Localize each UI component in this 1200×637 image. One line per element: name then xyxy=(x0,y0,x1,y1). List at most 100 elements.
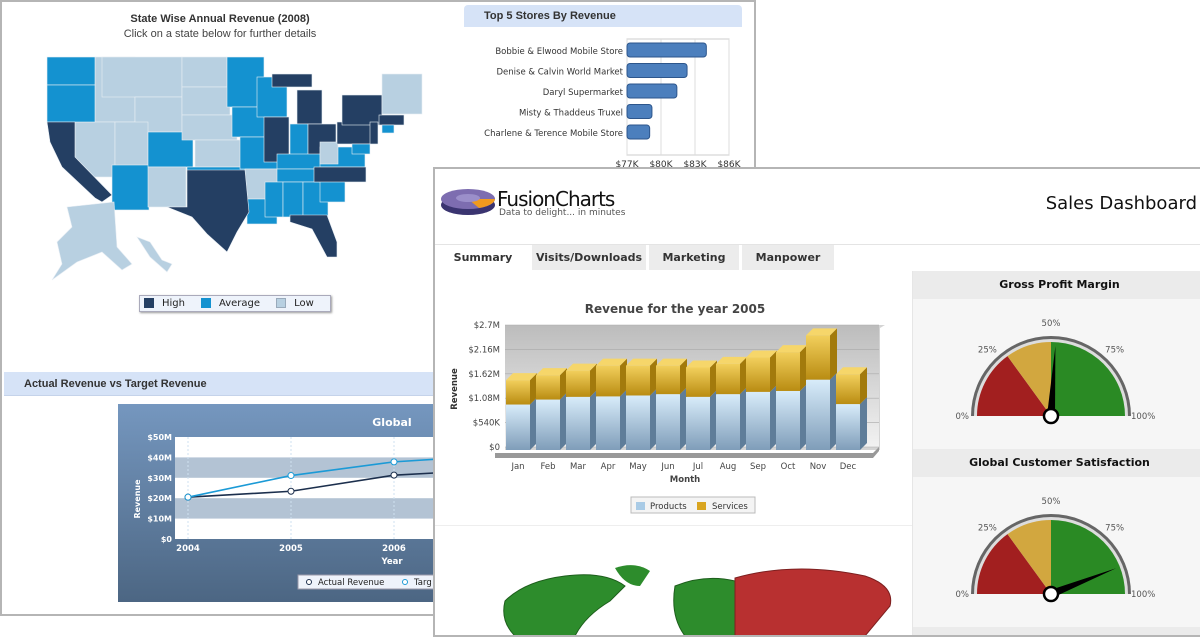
gauge-tick-label: 75% xyxy=(1105,345,1124,355)
continent-greenland xyxy=(615,565,650,586)
tab-visits-downloads[interactable]: Visits/Downloads xyxy=(532,245,646,270)
bar-products-side xyxy=(650,388,657,450)
bar-products-side xyxy=(860,397,867,450)
x-tick-label: 2004 xyxy=(176,544,200,554)
bar-products xyxy=(596,396,620,450)
bar-products xyxy=(506,404,530,450)
state-region xyxy=(101,56,183,98)
bar-services xyxy=(656,365,680,395)
state-region xyxy=(319,141,339,165)
state-region xyxy=(46,84,96,123)
legend-label: Average xyxy=(218,298,261,309)
state-region xyxy=(111,164,150,211)
legend-marker xyxy=(306,579,312,585)
y-tick-label: $0 xyxy=(161,535,173,544)
x-tick-label: $83K xyxy=(683,160,707,167)
bar-services-side xyxy=(680,358,687,395)
gauge-tick-label: 50% xyxy=(1042,319,1061,329)
bar-services xyxy=(806,335,830,380)
bar-products-side xyxy=(800,383,807,450)
legend-services: Services xyxy=(712,502,748,512)
bar-services-top xyxy=(716,356,747,364)
bar-products xyxy=(746,391,770,450)
bar-services-top xyxy=(566,363,597,371)
state-region xyxy=(378,114,405,126)
y-tick-label: $0 xyxy=(489,443,500,453)
state-region xyxy=(351,143,371,155)
y-axis-label: Revenue xyxy=(450,368,460,410)
line-chart-box: Global $0 $10M $20M $30M $40M $50M 2004 2005 2006… xyxy=(118,404,498,602)
logo-tagline: Data to delight... in minutes xyxy=(499,208,626,218)
y-tick-label: $30M xyxy=(147,474,172,483)
gauge-tick-label: 50% xyxy=(1042,497,1061,507)
x-tick-label: 2006 xyxy=(382,544,406,554)
x-tick-label: Jul xyxy=(692,462,703,472)
legend-low: Low xyxy=(276,298,314,309)
bar-services-top xyxy=(536,368,567,376)
bar-services-side xyxy=(650,358,657,396)
gauge-title: Global Customer Satisfaction xyxy=(913,449,1200,477)
bar-services-side xyxy=(860,367,867,405)
bar-services xyxy=(626,365,650,396)
tab-manpower[interactable]: Manpower xyxy=(742,245,834,270)
us-map[interactable] xyxy=(2,2,442,292)
legend-label: High xyxy=(162,298,185,309)
state-region xyxy=(46,56,96,86)
data-point xyxy=(287,487,295,495)
top5-title: Top 5 Stores By Revenue xyxy=(464,5,742,27)
category-label: Daryl Supermarket xyxy=(543,88,624,98)
bar-services-side xyxy=(770,350,777,392)
chart-title: Global xyxy=(372,416,411,429)
fusioncharts-logo-icon xyxy=(441,189,495,215)
bar-services-top xyxy=(626,358,657,366)
gauge-band xyxy=(1051,520,1125,594)
revenue-2005-chart: Revenue for the year 2005 $0 $540K $1.08M $1… xyxy=(450,302,885,514)
gauge-title-partial xyxy=(913,627,1200,635)
state-region xyxy=(296,89,323,125)
x-tick-label: Oct xyxy=(781,462,796,472)
bar-services xyxy=(746,357,770,392)
legend-target: Targ xyxy=(413,578,432,588)
bar-products-side xyxy=(530,397,537,450)
bar-products-side xyxy=(830,372,837,450)
bar-services xyxy=(566,370,590,397)
bar-products-side xyxy=(560,392,567,450)
y-tick-label: $50M xyxy=(147,433,172,442)
bar-products xyxy=(656,394,680,450)
bar-products xyxy=(536,399,560,450)
continent-asia xyxy=(734,568,892,635)
bar-products-side xyxy=(740,387,747,450)
gauge-needle xyxy=(1049,568,1117,598)
bar xyxy=(626,104,653,119)
bar-services xyxy=(536,375,560,400)
tab-marketing[interactable]: Marketing xyxy=(649,245,739,270)
bar-services-side xyxy=(590,363,597,397)
bar-services xyxy=(596,365,620,397)
bar xyxy=(626,42,707,58)
top5-stores-widget: Top 5 Stores By Revenue $77K $80K $83K $86K… xyxy=(464,5,742,170)
state-region xyxy=(181,114,238,141)
state-region xyxy=(181,86,231,116)
legend-products: Products xyxy=(650,502,687,512)
bar-services-top xyxy=(656,358,687,366)
world-map[interactable] xyxy=(435,526,912,636)
legend-swatch xyxy=(144,298,154,308)
legend-high: High xyxy=(144,298,185,309)
actual-vs-target-title: Actual Revenue vs Target Revenue xyxy=(4,372,444,396)
logo-text: FusionCharts xyxy=(497,187,615,211)
dashboard-title: Sales Dashboard xyxy=(1045,193,1197,214)
x-tick-label: $86K xyxy=(717,160,741,167)
bar-services xyxy=(776,352,800,391)
state-region xyxy=(114,121,149,168)
x-tick-label: Jan xyxy=(510,462,524,472)
bar-services-side xyxy=(740,356,747,395)
gross-profit-gauge: 0% 25% 50% 75% 100% xyxy=(956,319,1155,425)
legend-box xyxy=(630,496,756,514)
gauge-tick-label: 0% xyxy=(956,590,970,600)
state-region xyxy=(313,166,367,183)
bar-services-side xyxy=(710,360,717,397)
gauge-band xyxy=(1051,342,1125,416)
bar xyxy=(626,83,678,99)
tab-summary[interactable]: Summary xyxy=(437,245,529,270)
data-point xyxy=(184,493,192,501)
